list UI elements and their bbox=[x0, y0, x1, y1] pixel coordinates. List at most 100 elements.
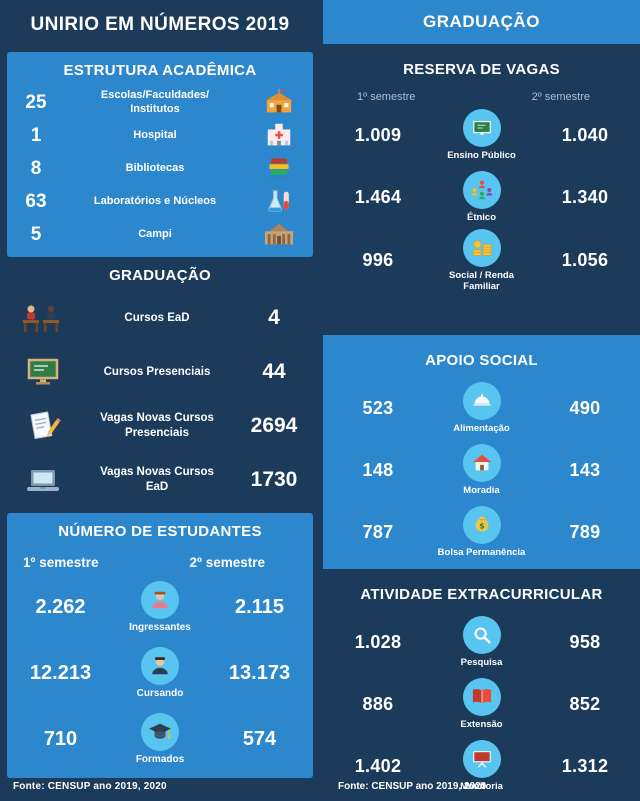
stat-row: 148 Moradia 143 bbox=[323, 438, 640, 500]
stat-label: Cursos Presenciais bbox=[103, 365, 211, 378]
stat-row: 710 Formados 574 bbox=[13, 706, 307, 772]
money-bag-icon: $ bbox=[462, 505, 501, 544]
section-reserva-de-vagas: RESERVA DE VAGAS 1º semestre 2º semestre… bbox=[323, 44, 640, 335]
stat-row: 996 bbox=[323, 227, 640, 293]
stat-label: Vagas Novas Cursos EaD bbox=[100, 466, 214, 493]
section-numero-estudantes: NÚMERO DE ESTUDANTES 1º semestre 2º seme… bbox=[7, 513, 313, 778]
stat-label: Cursos EaD bbox=[124, 311, 190, 324]
stat-row: Cursos EaD 4 bbox=[10, 291, 310, 345]
stat-value: 4 bbox=[268, 306, 280, 329]
stat-label: Étnico bbox=[466, 211, 497, 223]
stat-value-sem1: 523 bbox=[362, 397, 394, 418]
stat-label: Ingressantes bbox=[129, 621, 191, 633]
stat-value: 44 bbox=[262, 360, 286, 383]
stat-value-sem2: 2.115 bbox=[235, 595, 284, 618]
stat-row: 1.028 Pesquisa 958 bbox=[323, 610, 640, 672]
stat-label: Social / Renda Familiar bbox=[449, 270, 514, 293]
page-title: UNIRIO EM NÚMEROS 2019 bbox=[30, 14, 290, 35]
stat-row: 63 Laboratórios e Núcleos bbox=[13, 185, 307, 218]
stat-row: Cursos Presenciais 44 bbox=[10, 345, 310, 399]
graduation-cap-icon bbox=[141, 712, 179, 751]
left-column: UNIRIO EM NÚMEROS 2019 ESTRUTURA ACADÊMI… bbox=[0, 14, 320, 792]
stat-value-sem1: 1.464 bbox=[354, 186, 402, 207]
stat-label: Hospital bbox=[133, 128, 177, 141]
stat-row: 1.402 Monitoria 1.312 bbox=[323, 734, 640, 796]
stat-value-sem2: 13.173 bbox=[228, 661, 291, 684]
stat-row: 1 Hospital bbox=[13, 119, 307, 152]
semester-label: 1º semestre bbox=[357, 91, 416, 103]
stat-row: Vagas Novas Cursos EaD 1730 bbox=[10, 453, 310, 507]
food-dish-icon bbox=[462, 381, 501, 420]
stat-value: 25 bbox=[25, 91, 47, 113]
stat-row: 1.464 Étnico 1.340 bbox=[323, 165, 640, 227]
stat-label: Ensino Público bbox=[447, 149, 516, 161]
section-graduacao-left: GRADUAÇÃO Curs bbox=[0, 257, 320, 511]
people-group-icon bbox=[462, 170, 501, 209]
stat-value-sem2: 789 bbox=[569, 521, 601, 542]
semester-label: 2º semestre bbox=[531, 91, 590, 103]
stat-label: Moradia bbox=[463, 484, 500, 496]
stat-row: 523 Alimentação 490 bbox=[323, 376, 640, 438]
stat-label: Escolas/Faculdades/ Institutos bbox=[100, 88, 210, 115]
stat-value: 1730 bbox=[250, 468, 298, 491]
source-footer: Fonte: CENSUP ano 2019, 2020 bbox=[13, 781, 167, 792]
laptop-icon bbox=[10, 464, 76, 496]
section-title: NÚMERO DE ESTUDANTES bbox=[58, 523, 262, 540]
classroom-desks-icon bbox=[10, 302, 76, 334]
stat-row: 25 Escolas/Faculdades/ Institutos bbox=[13, 86, 307, 119]
stat-row: 5 Campi bbox=[13, 218, 307, 251]
chalkboard-icon bbox=[462, 108, 501, 147]
semester-header-row: 1º semestre 2º semestre bbox=[13, 547, 307, 574]
stat-value-sem1: 710 bbox=[43, 727, 78, 750]
section-title: ESTRUTURA ACADÊMICA bbox=[63, 62, 257, 79]
stat-label: Monitoria bbox=[460, 780, 503, 792]
semester-header-row: 1º semestre 2º semestre bbox=[323, 85, 640, 103]
stat-row: 886 Extensão 852 bbox=[323, 672, 640, 734]
stat-value-sem2: 1.340 bbox=[561, 186, 609, 207]
section-estrutura-academica: ESTRUTURA ACADÊMICA 25 Escolas/Faculdade… bbox=[7, 52, 313, 257]
coins-icon bbox=[462, 229, 501, 267]
stat-value-sem2: 958 bbox=[569, 631, 601, 652]
lab-flasks-icon bbox=[251, 187, 307, 217]
stat-value-sem1: 148 bbox=[362, 459, 394, 480]
stat-row: 1.009 Ensino Público 1.040 bbox=[323, 103, 640, 165]
stat-label: Bibliotecas bbox=[125, 161, 185, 174]
stat-label: Bolsa Permanência bbox=[437, 546, 526, 558]
section-atividade-extracurricular: ATIVIDADE EXTRACURRICULAR 1.028 Pesquisa… bbox=[323, 569, 640, 801]
stat-row: Vagas Novas Cursos Presenciais 2694 bbox=[10, 399, 310, 453]
stat-value-sem1: 886 bbox=[362, 693, 394, 714]
student-icon bbox=[141, 646, 179, 685]
stat-label: Extensão bbox=[460, 718, 503, 730]
stat-label: Cursando bbox=[136, 687, 184, 699]
magnifier-icon bbox=[462, 615, 501, 654]
source-footer: Fonte: CENSUP ano 2019, 2020 bbox=[338, 781, 487, 792]
stat-value: 5 bbox=[30, 223, 42, 245]
stat-value: 2694 bbox=[250, 414, 298, 437]
school-icon bbox=[251, 88, 307, 118]
right-column-title: GRADUAÇÃO bbox=[323, 0, 640, 44]
stat-value: 63 bbox=[25, 190, 47, 212]
stat-value-sem1: 1.402 bbox=[354, 755, 402, 776]
stat-value-sem1: 1.028 bbox=[354, 631, 402, 652]
stat-row: 2.262 Ingressantes 2.115 bbox=[13, 574, 307, 640]
stat-label: Alimentação bbox=[453, 422, 510, 434]
stat-label: Pesquisa bbox=[460, 656, 503, 668]
stat-row: 787 $ Bolsa Permanência 789 bbox=[323, 500, 640, 562]
stat-value-sem1: 1.009 bbox=[354, 124, 402, 145]
open-book-icon bbox=[462, 677, 501, 716]
stat-value-sem2: 1.040 bbox=[561, 124, 609, 145]
semester-label: 1º semestre bbox=[23, 555, 99, 570]
stat-row: 12.213 Cursando 13.173 bbox=[13, 640, 307, 706]
stat-value-sem1: 787 bbox=[362, 521, 394, 542]
section-apoio-social: APOIO SOCIAL 523 Alimentação 490 bbox=[323, 335, 640, 569]
student-icon bbox=[141, 580, 179, 619]
stat-label: Vagas Novas Cursos Presenciais bbox=[100, 412, 214, 439]
stat-value-sem2: 143 bbox=[569, 459, 601, 480]
stat-value-sem1: 996 bbox=[362, 250, 394, 271]
right-column: GRADUAÇÃO RESERVA DE VAGAS 1º semestre 2… bbox=[320, 0, 640, 801]
section-title: RESERVA DE VAGAS bbox=[403, 61, 560, 78]
stat-value-sem2: 1.056 bbox=[561, 250, 609, 271]
stat-label: Laboratórios e Núcleos bbox=[93, 194, 217, 207]
notebook-pencil-icon bbox=[10, 408, 76, 444]
